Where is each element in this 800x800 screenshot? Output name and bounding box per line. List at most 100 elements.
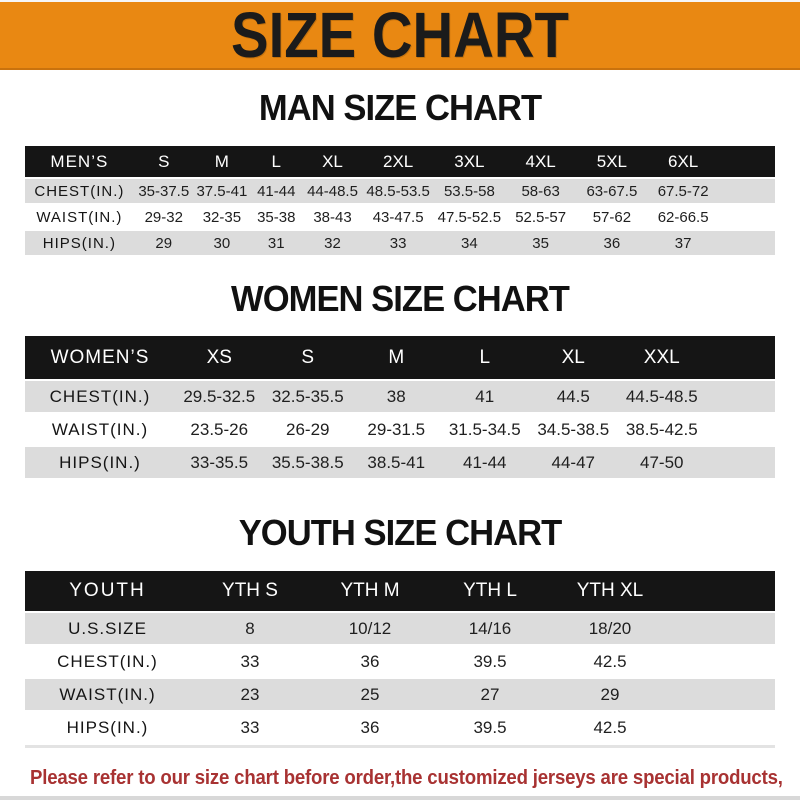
row-label: CHEST(IN.): [25, 381, 175, 412]
women-hips-row: HIPS(IN.) 33-35.5 35.5-38.5 38.5-41 41-4…: [25, 447, 775, 478]
size-cell: 44.5: [529, 381, 618, 412]
men-col-header: 2XL: [362, 146, 434, 177]
size-cell: 41-44: [250, 179, 303, 203]
size-cell: 34: [433, 231, 505, 255]
size-cell: 43-47.5: [362, 205, 434, 229]
spacer-cell: [670, 613, 775, 644]
row-label: HIPS(IN.): [25, 231, 134, 255]
size-cell: 34.5-38.5: [529, 414, 618, 445]
women-col-header: XS: [175, 336, 264, 379]
men-col-header: 5XL: [576, 146, 648, 177]
row-label: HIPS(IN.): [25, 447, 175, 478]
size-cell: 33: [190, 646, 310, 677]
size-cell: 18/20: [550, 613, 670, 644]
row-label: WAIST(IN.): [25, 414, 175, 445]
men-col-header: 3XL: [433, 146, 505, 177]
men-section-heading: MAN SIZE CHART: [258, 87, 542, 128]
size-cell: 41: [440, 381, 529, 412]
size-cell: 67.5-72: [647, 179, 719, 203]
men-size-table: MEN’S S M L XL 2XL 3XL 4XL 5XL 6XL CHEST…: [25, 144, 775, 257]
size-cell: 33: [362, 231, 434, 255]
women-col-header: M: [352, 336, 441, 379]
size-cell: 14/16: [430, 613, 550, 644]
size-cell: 32-35: [193, 205, 250, 229]
women-header-label: WOMEN’S: [25, 336, 175, 379]
spacer-cell: [706, 414, 775, 445]
men-header-label: MEN’S: [25, 146, 134, 177]
size-cell: 58-63: [505, 179, 577, 203]
women-chest-row: CHEST(IN.) 29.5-32.5 32.5-35.5 38 41 44.…: [25, 381, 775, 412]
size-cell: 35-37.5: [133, 179, 194, 203]
youth-waist-row: WAIST(IN.) 23 25 27 29: [25, 679, 775, 710]
size-cell: 44-47: [529, 447, 618, 478]
page-title: SIZE CHART: [231, 0, 569, 71]
men-col-header: S: [133, 146, 194, 177]
youth-section-heading: YOUTH SIZE CHART: [238, 512, 563, 553]
size-cell: 36: [576, 231, 648, 255]
size-cell: 31: [250, 231, 303, 255]
women-size-table: WOMEN’S XS S M L XL XXL CHEST(IN.) 29.5-…: [25, 334, 775, 480]
size-cell: 62-66.5: [647, 205, 719, 229]
spacer-cell: [670, 571, 775, 611]
youth-col-header: YTH S: [190, 571, 310, 611]
bottom-edge-divider: [0, 796, 800, 800]
size-cell: 25: [310, 679, 430, 710]
size-cell: 44.5-48.5: [617, 381, 706, 412]
size-cell: 31.5-34.5: [440, 414, 529, 445]
women-header-row: WOMEN’S XS S M L XL XXL: [25, 336, 775, 379]
size-cell: 23.5-26: [175, 414, 264, 445]
youth-col-header: YTH L: [430, 571, 550, 611]
size-cell: 47.5-52.5: [433, 205, 505, 229]
women-section-heading: WOMEN SIZE CHART: [231, 278, 570, 319]
spacer-cell: [670, 712, 775, 743]
size-cell: 48.5-53.5: [362, 179, 434, 203]
youth-col-header: YTH M: [310, 571, 430, 611]
size-cell: 38-43: [302, 205, 363, 229]
size-cell: 37: [647, 231, 719, 255]
size-cell: 8: [190, 613, 310, 644]
size-cell: 36: [310, 646, 430, 677]
spacer-cell: [670, 646, 775, 677]
spacer-cell: [706, 447, 775, 478]
banner: SIZE CHART: [0, 0, 800, 70]
women-col-header: XXL: [617, 336, 706, 379]
women-col-header: XL: [529, 336, 618, 379]
men-waist-row: WAIST(IN.) 29-32 32-35 35-38 38-43 43-47…: [25, 205, 775, 229]
row-label: WAIST(IN.): [25, 205, 134, 229]
youth-col-header: YTH XL: [550, 571, 670, 611]
size-cell: 30: [193, 231, 250, 255]
youth-header-row: YOUTH YTH S YTH M YTH L YTH XL: [25, 571, 775, 611]
spacer-cell: [718, 231, 775, 255]
spacer-cell: [718, 179, 775, 203]
order-disclaimer: Please refer to our size chart before or…: [0, 763, 800, 800]
disclaimer-line-1: Please refer to our size chart before or…: [30, 767, 783, 789]
men-chest-row: CHEST(IN.) 35-37.5 37.5-41 41-44 44-48.5…: [25, 179, 775, 203]
size-cell: 53.5-58: [433, 179, 505, 203]
size-cell: 41-44: [440, 447, 529, 478]
youth-hips-row: HIPS(IN.) 33 36 39.5 42.5: [25, 712, 775, 743]
size-cell: 29: [550, 679, 670, 710]
row-label: HIPS(IN.): [25, 712, 190, 743]
size-cell: 47-50: [617, 447, 706, 478]
women-col-header: S: [263, 336, 352, 379]
men-col-header: XL: [302, 146, 363, 177]
men-col-header: 4XL: [505, 146, 577, 177]
size-cell: 38.5-42.5: [617, 414, 706, 445]
size-cell: 35.5-38.5: [263, 447, 352, 478]
row-label: U.S.SIZE: [25, 613, 190, 644]
spacer-cell: [706, 336, 775, 379]
row-label: CHEST(IN.): [25, 646, 190, 677]
size-cell: 57-62: [576, 205, 648, 229]
men-hips-row: HIPS(IN.) 29 30 31 32 33 34 35 36 37: [25, 231, 775, 255]
size-cell: 39.5: [430, 646, 550, 677]
size-cell: 35: [505, 231, 577, 255]
youth-header-label: YOUTH: [25, 571, 190, 611]
size-cell: 23: [190, 679, 310, 710]
size-cell: 38.5-41: [352, 447, 441, 478]
size-cell: 52.5-57: [505, 205, 577, 229]
size-cell: 39.5: [430, 712, 550, 743]
size-cell: 38: [352, 381, 441, 412]
youth-ussize-row: U.S.SIZE 8 10/12 14/16 18/20: [25, 613, 775, 644]
women-waist-row: WAIST(IN.) 23.5-26 26-29 29-31.5 31.5-34…: [25, 414, 775, 445]
spacer-cell: [670, 679, 775, 710]
